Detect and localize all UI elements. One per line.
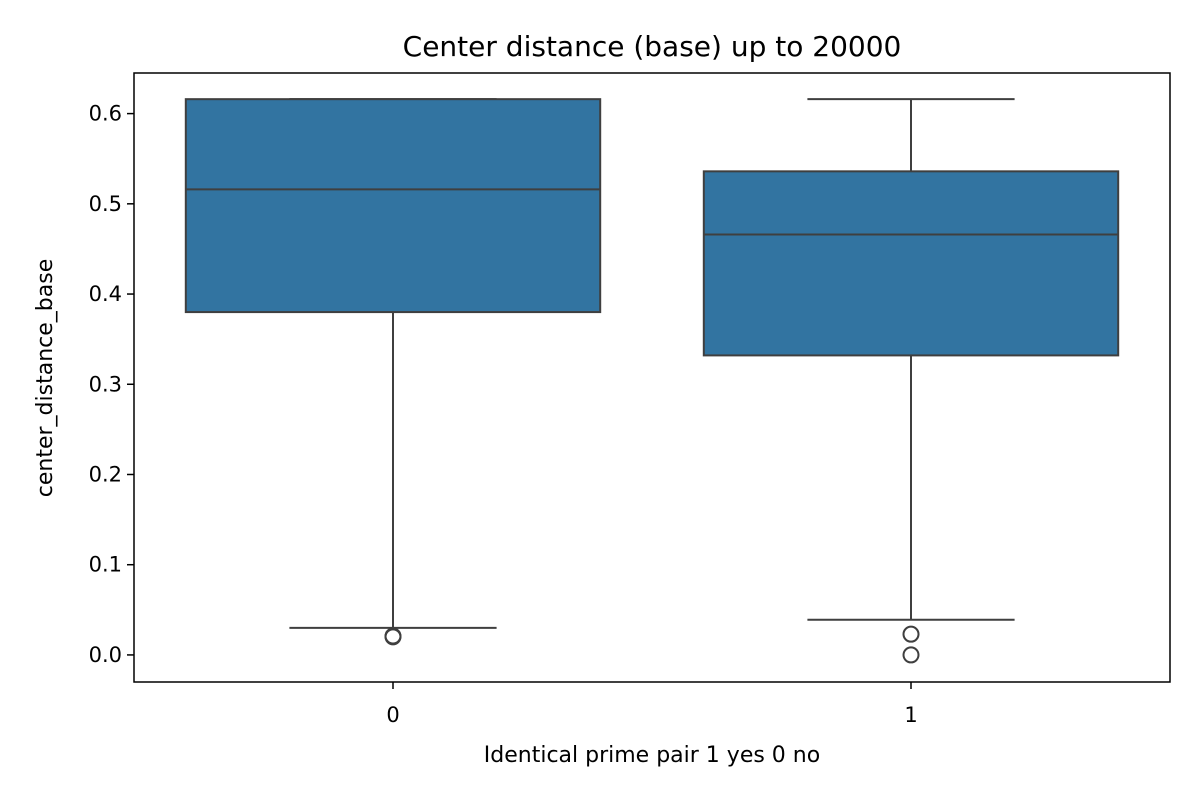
y-tick-label: 0.0 xyxy=(89,643,122,667)
y-tick-label: 0.5 xyxy=(89,192,122,216)
outlier-point xyxy=(902,625,920,643)
outlier-point xyxy=(902,646,920,664)
y-axis: 0.0 0.1 0.2 0.3 0.4 0.5 0.6 xyxy=(89,102,134,667)
chart-title: Center distance (base) up to 20000 xyxy=(403,30,902,63)
x-tick-label: 0 xyxy=(386,703,399,727)
iqr-box xyxy=(702,170,1120,357)
y-tick-label: 0.6 xyxy=(89,102,122,126)
y-tick-label: 0.1 xyxy=(89,553,122,577)
y-tick-label: 0.3 xyxy=(89,372,122,396)
box-0 xyxy=(184,98,602,646)
x-tick-label: 1 xyxy=(904,703,917,727)
iqr-box xyxy=(184,98,602,314)
box-1 xyxy=(702,98,1120,664)
plot-area xyxy=(184,98,1120,664)
y-tick-label: 0.4 xyxy=(89,282,122,306)
outlier-point xyxy=(384,628,402,646)
y-axis-label: center_distance_base xyxy=(33,259,58,497)
plot-frame xyxy=(133,72,1171,683)
x-axis-label: Identical prime pair 1 yes 0 no xyxy=(484,743,820,768)
y-tick-label: 0.2 xyxy=(89,462,122,486)
